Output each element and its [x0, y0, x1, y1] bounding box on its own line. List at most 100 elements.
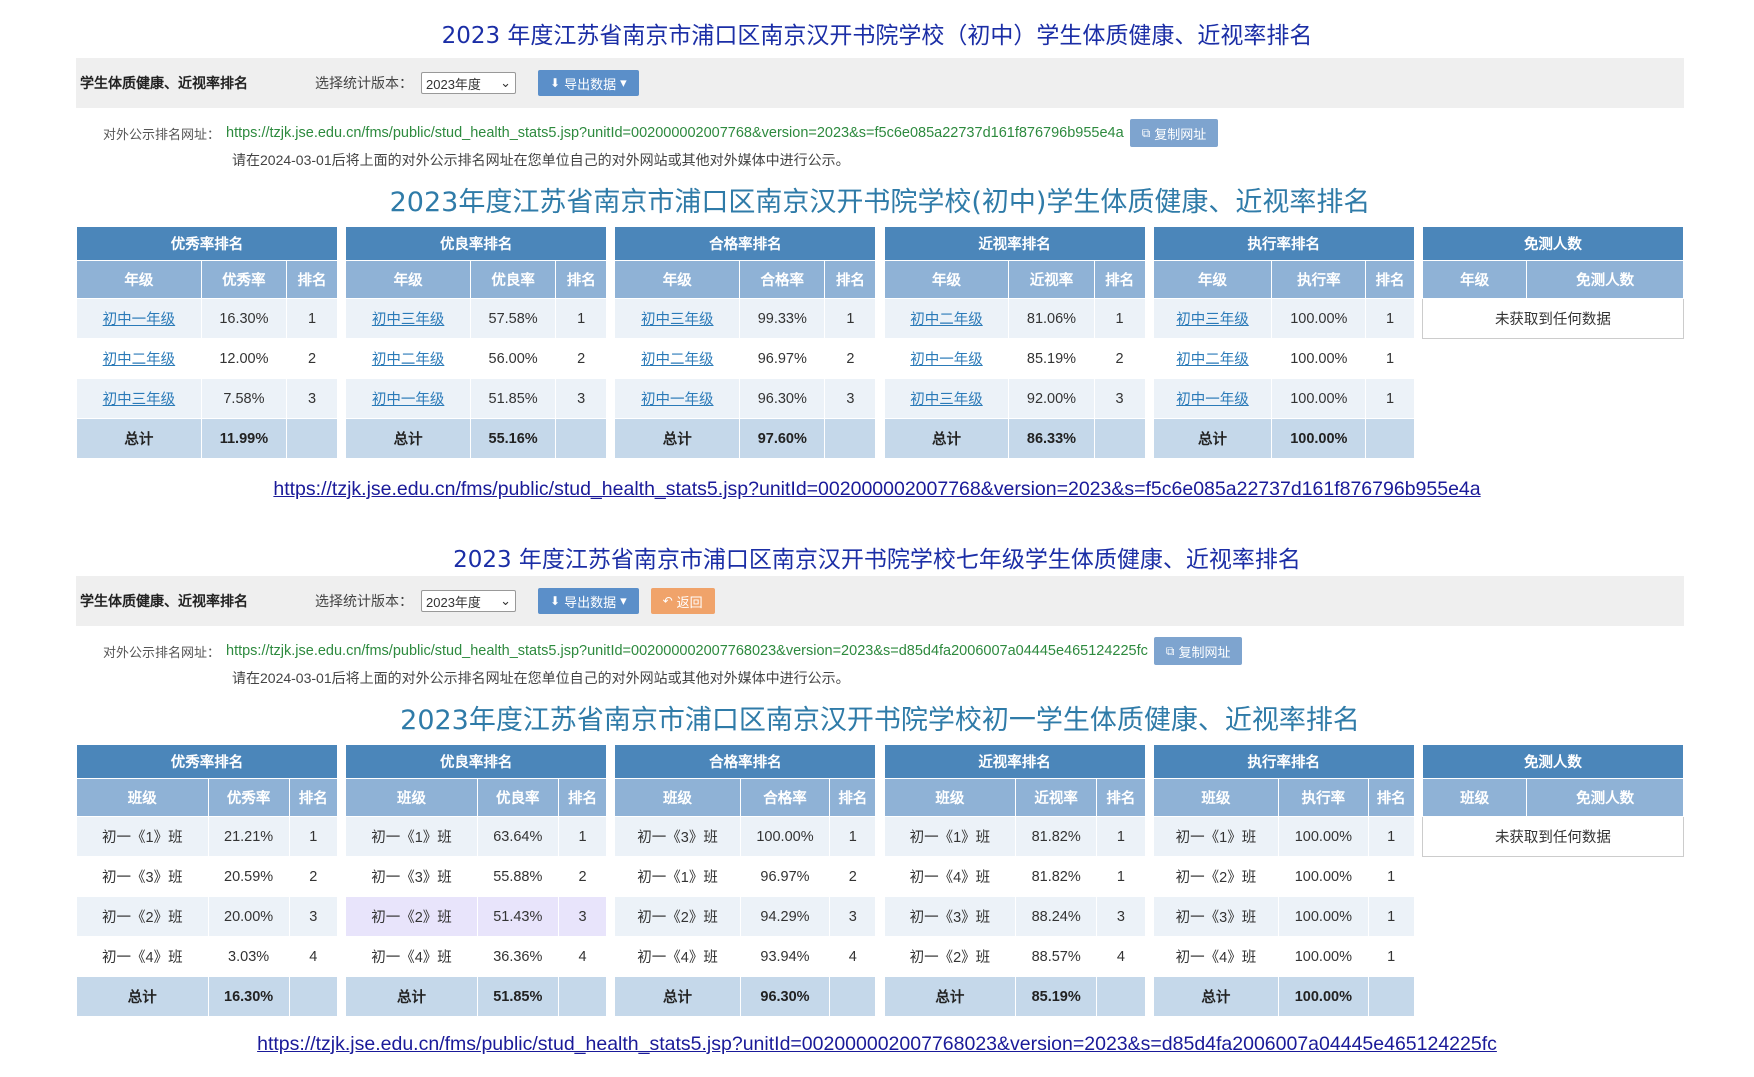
copy-url-button[interactable]: ⧉ 复制网址 [1129, 119, 1219, 147]
table-cell: 16.30% [200, 298, 288, 339]
total-row: 总计 100.00% [1152, 418, 1415, 459]
table-row: 初中一年级 51.85% 3 [345, 378, 608, 419]
table-cell: 100.00% [1271, 298, 1367, 339]
table-cell: 初一《4》班 [345, 936, 478, 977]
grade-link[interactable]: 初中三年级 [1176, 312, 1249, 328]
table-cell: 初一《2》班 [345, 896, 478, 937]
table-cell: 初中一年级 [883, 338, 1010, 379]
big-url-link[interactable]: https://tzjk.jse.edu.cn/fms/public/stud_… [273, 478, 1481, 500]
table-cell: 初一《2》班 [614, 896, 741, 937]
total-cell [1096, 976, 1146, 1017]
table-row: 初中三年级 92.00% 3 [883, 378, 1146, 419]
table-row: 初中二年级 81.06% 1 [883, 298, 1146, 339]
download-icon: ⬇ [550, 594, 561, 608]
table-cell: 4 [288, 936, 339, 977]
grade-link[interactable]: 初中一年级 [910, 352, 983, 368]
grade-link[interactable]: 初中三年级 [910, 392, 983, 408]
table-cell: 1 [1367, 896, 1415, 937]
grade-link[interactable]: 初中一年级 [641, 392, 714, 408]
table-cell: 92.00% [1008, 378, 1095, 419]
total-cell: 总计 [883, 418, 1010, 459]
table-cell: 1 [1367, 936, 1415, 977]
ranking-title: 2023年度江苏省南京市浦口区南京汉开书院学校(初中)学生体质健康、近视率排名 [389, 187, 1371, 218]
column-header: 排名 [557, 778, 608, 817]
table-cell: 初中二年级 [76, 338, 202, 379]
grade-link[interactable]: 初中三年级 [371, 312, 445, 328]
toolbar-title: 学生体质健康、近视率排名 [80, 75, 248, 91]
table-cell: 3 [557, 896, 608, 937]
table-row: 初一《1》班 81.82% 1 [883, 816, 1146, 857]
grade-link[interactable]: 初中二年级 [910, 312, 983, 328]
table-cell: 2 [555, 338, 608, 379]
table-cell: 99.33% [739, 298, 826, 339]
total-cell: 100.00% [1278, 976, 1369, 1017]
version-value: 2023年度 [426, 76, 481, 92]
ranking-table: 优良率排名 年级 优良率 排名 初中三年级 57.58% 1 初中二年级 56.00% 2 初中一年… [345, 226, 608, 459]
column-header: 优秀率 [200, 260, 288, 299]
back-button[interactable]: ↶ 返回 [650, 588, 715, 614]
table-row: 初一《3》班 100.00% 1 [1152, 896, 1415, 937]
grade-link[interactable]: 初中一年级 [1176, 392, 1249, 408]
grade-link[interactable]: 初中二年级 [641, 352, 714, 368]
total-cell: 86.33% [1008, 418, 1095, 459]
table-cell: 初一《1》班 [1152, 816, 1280, 857]
version-select[interactable]: 2023年度 ⌄ [421, 590, 516, 612]
table-cell: 100.00% [1278, 936, 1369, 977]
export-button[interactable]: ⬇ 导出数据 ▾ [538, 70, 639, 96]
column-header: 合格率 [739, 260, 826, 299]
grade-link[interactable]: 初中二年级 [102, 352, 176, 368]
total-row: 总计 11.99% [76, 418, 338, 459]
total-cell [1365, 418, 1415, 459]
table-cell: 初中三年级 [76, 378, 202, 419]
column-header: 班级 [76, 778, 209, 817]
table-cell: 1 [1093, 298, 1146, 339]
table-cell: 96.30% [739, 378, 826, 419]
block2-panel: 学生体质健康、近视率排名 选择统计版本： 2023年度 ⌄ ⬇ 导出数据 ▾ ↶ 返回 … [76, 576, 1684, 1017]
table-cell: 1 [1367, 856, 1415, 897]
table-cell: 57.58% [469, 298, 557, 339]
table-cell: 20.59% [207, 856, 290, 897]
url-label: 对外公示排名网址： [102, 644, 220, 660]
column-header: 排名 [555, 260, 608, 299]
ranking-tables: 优秀率排名 班级 优秀率 排名 初一《1》班 21.21% 1 初一《3》班 20.59% 2 初一… [76, 744, 1684, 1017]
table-head: 近视率排名 [883, 744, 1146, 779]
table-row: 初一《2》班 20.00% 3 [76, 896, 339, 937]
total-cell [1367, 976, 1415, 1017]
table-cell: 20.00% [207, 896, 290, 937]
table-head: 优良率排名 [345, 226, 608, 261]
grade-link[interactable]: 初中一年级 [102, 312, 176, 328]
table-row: 初中一年级 85.19% 2 [883, 338, 1146, 379]
big-url-link[interactable]: https://tzjk.jse.edu.cn/fms/public/stud_… [257, 1033, 1497, 1055]
total-row: 总计 97.60% [614, 418, 877, 459]
table-cell: 初中三年级 [883, 378, 1010, 419]
total-cell [286, 418, 338, 459]
grade-link[interactable]: 初中一年级 [371, 392, 445, 408]
table-cell: 初中一年级 [76, 298, 202, 339]
grade-link[interactable]: 初中三年级 [641, 312, 714, 328]
no-data-cell: 未获取到任何数据 [1421, 298, 1684, 339]
total-cell: 总计 [76, 976, 209, 1017]
table-row: 初中一年级 16.30% 1 [76, 298, 338, 339]
table-cell: 1 [1365, 378, 1415, 419]
table-cell: 初一《4》班 [1152, 936, 1280, 977]
grade-link[interactable]: 初中二年级 [1176, 352, 1249, 368]
total-cell: 总计 [883, 976, 1017, 1017]
table-cell: 初一《1》班 [345, 816, 478, 857]
total-cell: 85.19% [1015, 976, 1098, 1017]
column-header: 排名 [1365, 260, 1415, 299]
grade-link[interactable]: 初中三年级 [102, 392, 176, 408]
total-row: 总计 51.85% [345, 976, 608, 1017]
table-cell: 初中二年级 [614, 338, 741, 379]
table-head: 合格率排名 [614, 226, 877, 261]
public-url: https://tzjk.jse.edu.cn/fms/public/stud_… [226, 643, 1148, 659]
export-button[interactable]: ⬇ 导出数据 ▾ [538, 588, 639, 614]
total-cell: 97.60% [739, 418, 826, 459]
table-cell: 56.00% [469, 338, 557, 379]
back-arrow-icon: ↶ [662, 594, 673, 608]
table-cell: 1 [829, 816, 877, 857]
grade-link[interactable]: 初中二年级 [371, 352, 445, 368]
version-select[interactable]: 2023年度 ⌄ [421, 72, 516, 94]
copy-url-button[interactable]: ⧉ 复制网址 [1153, 637, 1243, 665]
column-header: 近视率 [1015, 778, 1098, 817]
toolbar: 学生体质健康、近视率排名 选择统计版本： 2023年度 ⌄ ⬇ 导出数据 ▾ [76, 58, 1684, 108]
